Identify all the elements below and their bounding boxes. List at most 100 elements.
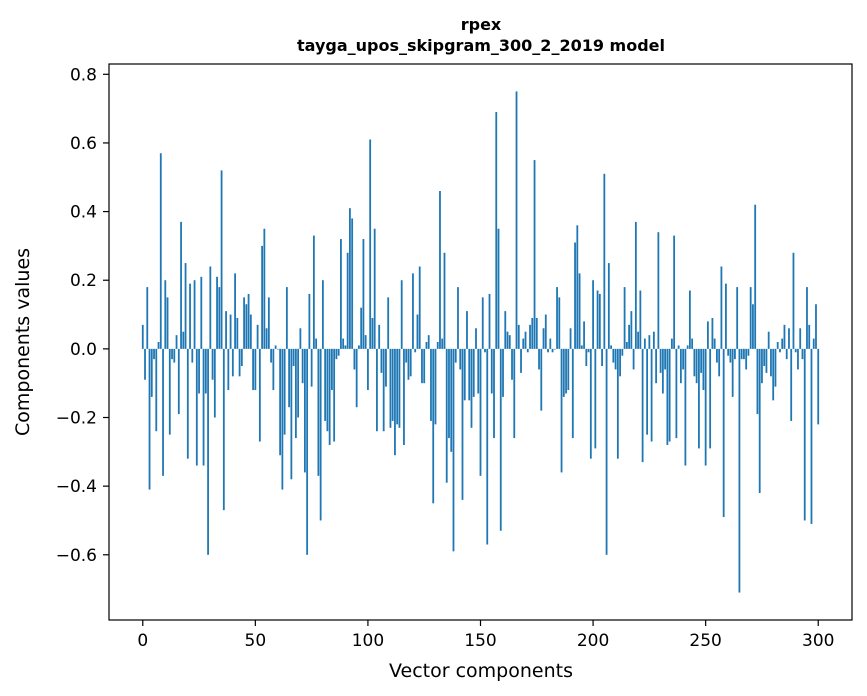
bar-147 xyxy=(472,348,475,397)
bar-95 xyxy=(355,348,358,408)
bar-19 xyxy=(184,263,187,349)
bar-166 xyxy=(515,91,518,349)
bar-298 xyxy=(812,338,815,349)
bar-225 xyxy=(648,335,651,349)
bar-224 xyxy=(646,348,649,435)
bar-192 xyxy=(574,242,576,349)
bar-86 xyxy=(335,348,338,360)
bar-171 xyxy=(526,348,529,353)
bar-41 xyxy=(234,273,236,349)
bar-79 xyxy=(319,348,322,521)
bar-91 xyxy=(346,252,349,349)
bar-173 xyxy=(531,317,534,349)
bar-285 xyxy=(783,324,786,349)
bar-114 xyxy=(398,348,401,428)
bar-181 xyxy=(549,338,552,349)
bar-124 xyxy=(421,348,423,384)
bar-17 xyxy=(180,221,182,349)
bar-25 xyxy=(198,348,200,394)
bar-198 xyxy=(587,348,590,353)
x-tick-label: 0 xyxy=(137,631,148,651)
bar-61 xyxy=(279,348,282,456)
bar-207 xyxy=(607,263,610,349)
bar-270 xyxy=(749,287,752,349)
bar-287 xyxy=(788,328,790,349)
bar-118 xyxy=(407,348,410,380)
bar-191 xyxy=(571,348,574,439)
bar-46 xyxy=(245,304,248,349)
bar-92 xyxy=(349,208,351,349)
bar-151 xyxy=(481,297,484,349)
bar-273 xyxy=(756,348,759,415)
x-tick-label: 50 xyxy=(245,631,267,651)
bar-202 xyxy=(596,290,599,349)
bar-98 xyxy=(362,239,365,349)
bar-284 xyxy=(781,338,784,349)
bar-250 xyxy=(704,348,707,466)
bar-256 xyxy=(718,348,721,377)
bar-229 xyxy=(657,232,660,349)
bar-257 xyxy=(720,266,723,349)
bar-220 xyxy=(637,331,640,349)
bar-113 xyxy=(396,348,399,425)
bar-239 xyxy=(679,348,682,384)
bar-100 xyxy=(367,348,369,391)
y-tick-label: 0.4 xyxy=(70,203,97,223)
bar-249 xyxy=(702,348,705,391)
bar-67 xyxy=(292,348,295,367)
bar-144 xyxy=(466,311,468,349)
bar-83 xyxy=(328,348,331,445)
bar-154 xyxy=(488,293,491,349)
bar-23 xyxy=(193,280,196,349)
bar-247 xyxy=(698,348,700,449)
bar-8 xyxy=(159,153,162,349)
bar-121 xyxy=(414,348,417,353)
bar-167 xyxy=(517,324,520,349)
bar-97 xyxy=(360,307,363,349)
bar-150 xyxy=(479,348,482,476)
y-tick-label: −0.6 xyxy=(56,546,97,566)
bar-126 xyxy=(425,342,428,349)
bar-111 xyxy=(391,348,394,421)
bar-186 xyxy=(560,348,563,473)
bar-300 xyxy=(817,348,820,425)
bar-130 xyxy=(434,348,437,425)
bar-193 xyxy=(576,225,579,349)
bar-94 xyxy=(353,348,356,370)
bar-260 xyxy=(727,348,730,356)
bar-31 xyxy=(211,348,214,380)
bar-74 xyxy=(308,293,311,349)
bar-27 xyxy=(202,348,205,466)
bar-258 xyxy=(722,348,725,518)
bar-39 xyxy=(229,314,232,349)
bar-116 xyxy=(403,348,405,445)
bar-156 xyxy=(493,348,495,439)
x-tick-label: 150 xyxy=(464,631,496,651)
bar-49 xyxy=(252,348,254,391)
bar-230 xyxy=(659,348,662,373)
bar-218 xyxy=(632,348,635,370)
bar-242 xyxy=(686,345,689,349)
bar-104 xyxy=(376,348,378,432)
bar-54 xyxy=(263,228,266,349)
bar-248 xyxy=(700,348,703,373)
bar-85 xyxy=(333,348,336,442)
bar-162 xyxy=(506,331,509,349)
bar-4 xyxy=(150,348,153,397)
y-tick-label: 0.8 xyxy=(70,65,97,85)
bar-163 xyxy=(508,335,511,349)
bar-93 xyxy=(351,218,354,349)
bars-group xyxy=(141,91,820,593)
bar-62 xyxy=(281,348,284,490)
bar-255 xyxy=(716,348,718,363)
bar-237 xyxy=(675,348,678,439)
bar-283 xyxy=(779,348,781,353)
bar-26 xyxy=(200,276,203,349)
bar-262 xyxy=(731,348,734,397)
bar-279 xyxy=(770,348,772,377)
bar-149 xyxy=(477,348,480,394)
bar-286 xyxy=(785,348,788,360)
bar-140 xyxy=(457,287,459,349)
bar-199 xyxy=(589,348,592,459)
